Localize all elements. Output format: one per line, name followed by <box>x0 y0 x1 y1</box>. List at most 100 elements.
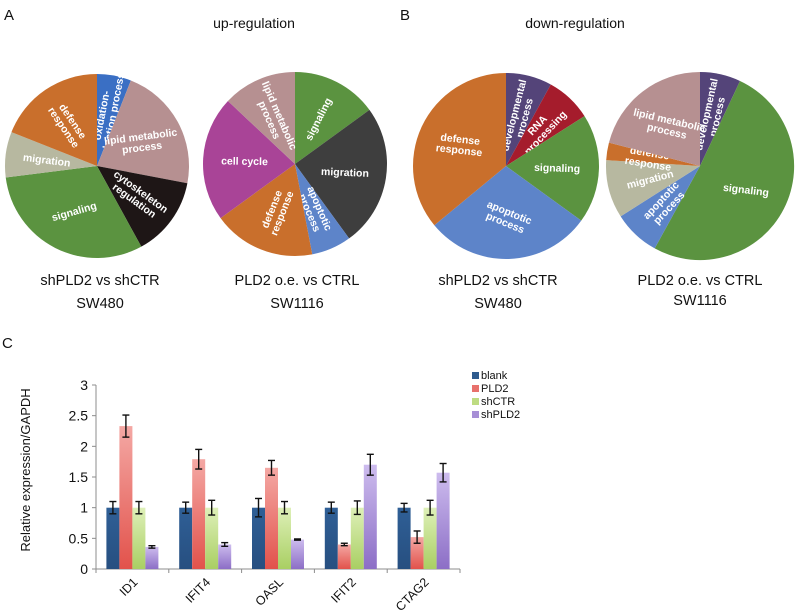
bar-blank-ifit4 <box>179 507 193 569</box>
legend-item-shpld2: shPLD2 <box>472 409 520 421</box>
bar-chart-relative-expression: 0 0.5 1 1.5 2 2.5 3 ID1 IFIT4 OASL IFIT2 CTAG2 Rel… <box>18 370 520 613</box>
error-bar-shpld2-ifit2 <box>366 453 374 476</box>
y-tick-label: 0 <box>80 561 88 577</box>
x-axis-ticks: ID1 IFIT4 OASL IFIT2 CTAG2 <box>95 569 461 613</box>
pie-caption-line1: shPLD2 vs shCTR <box>40 273 159 289</box>
bar-shpld2-oasl <box>291 539 304 569</box>
bar-blank-id1 <box>106 507 120 569</box>
error-bar-shpld2-oasl <box>294 538 301 541</box>
pie-slice-signaling <box>5 166 142 258</box>
pie-slice-apoptotic-process <box>295 164 350 255</box>
y-tick-label: 1.5 <box>69 469 89 485</box>
bar-blank-ifit2 <box>324 507 338 569</box>
error-bar-blank-id1 <box>109 500 117 515</box>
pie-slice-defense-response <box>220 164 313 257</box>
bar-shpld2-ifit2 <box>363 464 377 569</box>
error-bar-shctr-ifit2 <box>353 500 361 516</box>
pie-slice-signaling <box>506 116 599 221</box>
x-tick-label-oasl: OASL <box>253 575 287 609</box>
y-tick-label: 0.5 <box>69 530 89 546</box>
pie-down-pld2oe-sw1116: developmentalprocesssignalingapoptoticpr… <box>606 72 795 261</box>
error-bar-pld2-ifit4 <box>195 448 203 470</box>
bar-pld2-ifit4 <box>192 459 206 569</box>
x-tick-label-ifit2: IFIT2 <box>328 575 359 606</box>
panel-letter-b: B <box>400 7 410 24</box>
legend-label: PLD2 <box>481 383 509 395</box>
x-tick-label-id1: ID1 <box>117 575 141 599</box>
error-bar-shctr-ifit4 <box>208 499 216 516</box>
error-bar-pld2-ctag2 <box>413 530 421 544</box>
pie-caption-line2: SW480 <box>474 296 522 312</box>
bar-shctr-oasl <box>278 507 291 569</box>
pie-slice-lipid-metabolic-process <box>227 72 295 164</box>
pie-slice-label: defenseresponse <box>435 131 484 159</box>
pie-slice-label: signaling <box>722 182 769 199</box>
error-bar-blank-ctag2 <box>400 502 408 513</box>
pie-slice-label: signaling <box>534 162 580 175</box>
pie-slice-cytoskeleton-regulation <box>97 166 188 247</box>
y-axis-label: Relative expression/GAPDH <box>18 388 33 551</box>
pie-slice-lipid-metabolic-process <box>608 72 700 166</box>
x-tick-label-ifit4: IFIT4 <box>183 575 214 606</box>
bar-pld2-ctag2 <box>410 537 424 569</box>
pie-slice-label: migration <box>321 166 369 180</box>
pie-down-shpld2-sw480: developmentalprocessRNAprocessingsignali… <box>412 73 599 260</box>
error-bar-blank-oasl <box>255 497 262 518</box>
bar-pld2-ifit2 <box>337 544 351 569</box>
legend-label: shPLD2 <box>481 409 520 421</box>
section-title-down: down-regulation <box>525 15 625 31</box>
error-bar-shctr-id1 <box>135 500 143 515</box>
legend-item-pld2: PLD2 <box>472 383 509 395</box>
panel-letter-a: A <box>4 7 14 24</box>
pie-slice-label: migration <box>22 152 71 170</box>
legend-item-blank: blank <box>472 370 508 382</box>
pie-slice-signaling <box>654 80 795 261</box>
bar-blank-ctag2 <box>397 507 411 569</box>
legend-swatch <box>472 398 479 405</box>
y-tick-label: 2.5 <box>69 408 89 424</box>
error-bar-pld2-ifit2 <box>340 542 348 547</box>
pie-slice-apoptotic-process <box>434 166 582 260</box>
pie-up-pld2oe-sw1116: signalingmigrationapoptoticprocessdefens… <box>202 72 388 257</box>
pie-slice-signaling <box>295 72 370 164</box>
bar-shpld2-ctag2 <box>436 472 450 569</box>
pie-slice-developmental-process <box>700 72 741 166</box>
pie-caption-line1: PLD2 o.e. vs CTRL <box>638 273 763 289</box>
pie-caption-line1: shPLD2 vs shCTR <box>438 273 557 289</box>
error-bars <box>109 414 447 549</box>
legend-swatch <box>472 372 479 379</box>
bar-pld2-oasl <box>265 467 278 569</box>
legend-swatch <box>472 411 479 418</box>
pie-slice-cell-cycle <box>202 101 295 219</box>
y-tick-label: 3 <box>80 377 88 393</box>
section-title-up: up-regulation <box>213 15 295 31</box>
error-bar-pld2-id1 <box>122 414 130 438</box>
error-bar-shctr-ctag2 <box>426 499 434 516</box>
error-bar-shctr-oasl <box>281 500 288 515</box>
pie-slice-rna-processing <box>506 84 585 166</box>
pie-slice-migration <box>606 160 700 217</box>
legend-label: shCTR <box>481 396 515 408</box>
y-tick-label: 2 <box>80 438 88 454</box>
bar-pld2-id1 <box>119 426 133 569</box>
pie-slice-apoptotic-process <box>620 166 700 249</box>
bar-shctr-ifit2 <box>350 507 364 569</box>
error-bar-pld2-oasl <box>268 459 275 476</box>
bar-series <box>106 426 450 569</box>
error-bar-blank-ifit2 <box>327 501 335 514</box>
y-tick-label: 1 <box>80 500 88 516</box>
pie-slice-lipid-metabolic-process <box>97 80 190 184</box>
bar-shctr-ifit4 <box>205 507 219 569</box>
pie-caption-line1: PLD2 o.e. vs CTRL <box>235 273 360 289</box>
bar-shctr-id1 <box>132 507 146 569</box>
pie-slice-defense-response <box>606 142 700 166</box>
legend-item-shctr: shCTR <box>472 396 515 408</box>
error-bar-shpld2-ifit4 <box>221 541 229 548</box>
pie-caption-line2: SW1116 <box>270 296 323 312</box>
pie-slice-defense-response <box>11 74 98 166</box>
pie-slice-defense-response <box>412 73 506 226</box>
bar-shpld2-id1 <box>145 546 159 569</box>
